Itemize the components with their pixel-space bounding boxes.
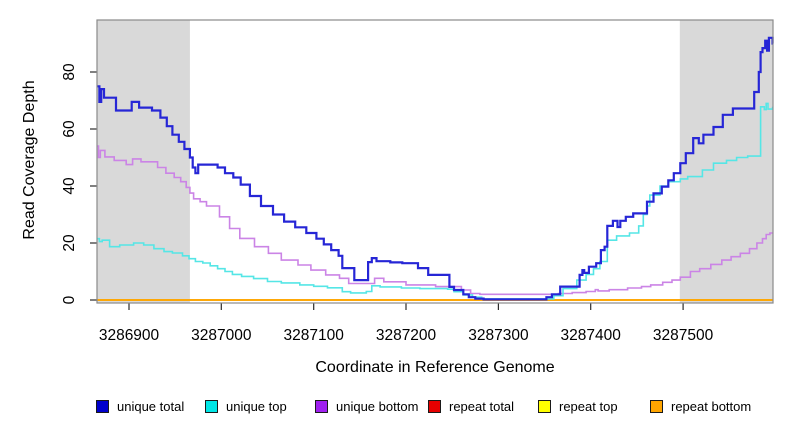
y-tick-label: 20	[61, 234, 78, 252]
x-tick-label: 3287000	[191, 327, 252, 344]
plot-box	[96, 19, 774, 304]
series-line-unique-total	[96, 36, 774, 301]
x-tick-label: 3287500	[653, 327, 714, 344]
y-tick-label: 0	[61, 295, 78, 304]
y-tick-label: 60	[61, 120, 78, 138]
x-tick-label: 3286900	[99, 327, 160, 344]
y-axis-title: Read Coverage Depth	[21, 80, 38, 240]
series-line-unique-bottom	[96, 145, 773, 296]
x-tick-label: 3287100	[284, 327, 345, 344]
x-tick-label: 3287400	[561, 327, 622, 344]
y-tick-label: 80	[61, 63, 78, 81]
series-line-unique-top	[96, 102, 774, 300]
x-axis-title: Coordinate in Reference Genome	[315, 359, 555, 376]
y-tick-label: 40	[61, 177, 78, 195]
x-tick-label: 3287300	[468, 327, 529, 344]
x-tick-label: 3287200	[376, 327, 437, 344]
